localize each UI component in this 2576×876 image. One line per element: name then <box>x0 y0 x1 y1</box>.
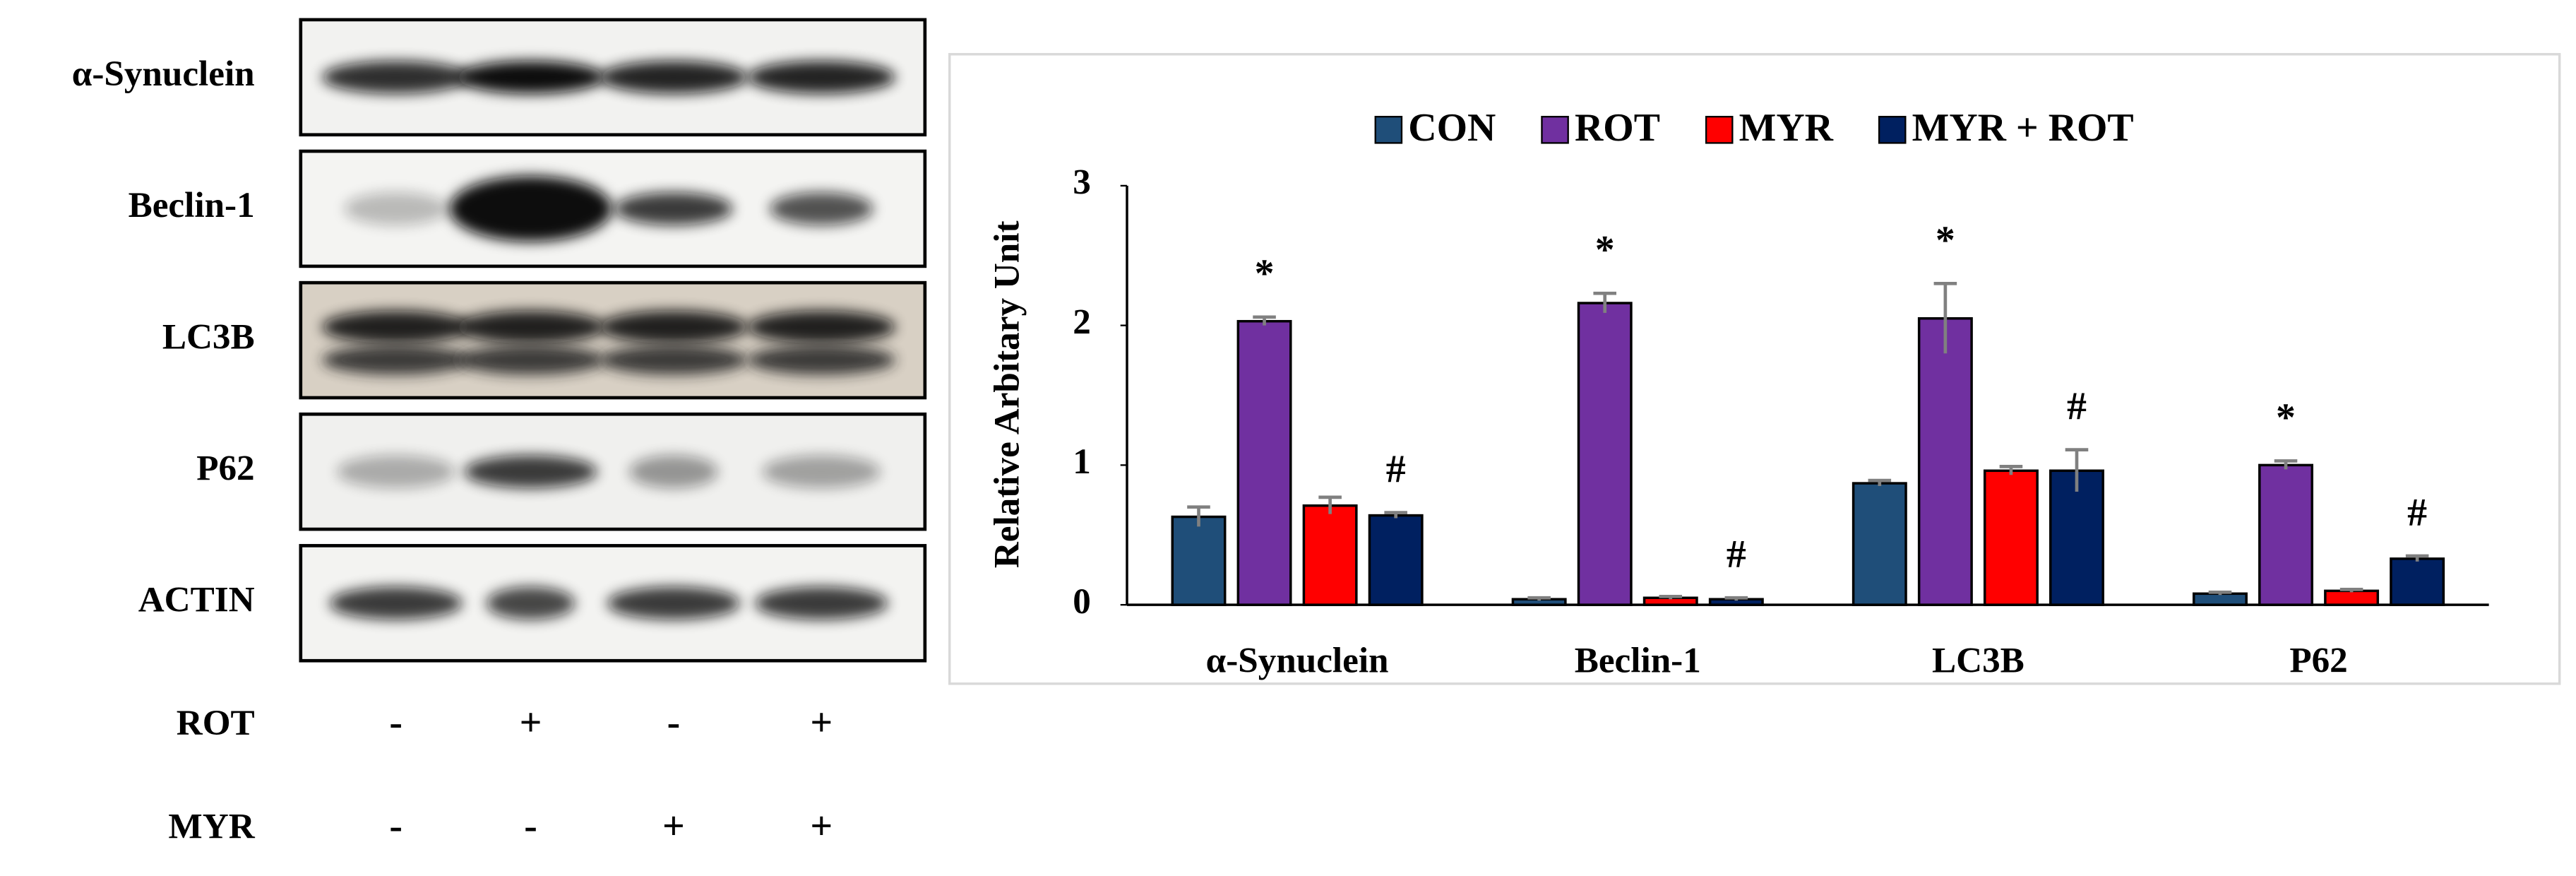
blot-band <box>600 61 748 94</box>
blot-band <box>322 345 470 375</box>
error-bar <box>1593 291 1616 313</box>
legend-label: MYR + ROT <box>1912 106 2134 150</box>
blot-band <box>456 345 605 375</box>
y-axis-label: Relative Arbitary Unit <box>987 220 1027 568</box>
error-bar <box>1868 478 1892 487</box>
blot-band <box>747 345 895 375</box>
treatment-label: MYR <box>168 807 255 847</box>
treatment-sign: + <box>662 805 685 848</box>
significance-mark: # <box>2407 491 2427 535</box>
treatment-sign: + <box>810 805 833 848</box>
blot-row-label: P62 <box>196 448 254 488</box>
western-blot: α-Synuclein Beclin-1 LC3B P62 ACTIN ROT - + - + MY… <box>72 18 927 848</box>
blot-band <box>607 586 741 620</box>
error-bar <box>1384 511 1407 519</box>
blot-band <box>322 310 470 344</box>
blot-band <box>344 192 448 225</box>
blot-row-label: α-Synuclein <box>72 54 255 94</box>
blot-band <box>456 61 605 94</box>
treatment-sign: - <box>389 701 402 745</box>
blot-band <box>486 586 576 620</box>
error-bar <box>1318 495 1342 514</box>
legend: CON ROT MYR MYR + ROT <box>1374 106 2134 150</box>
bar <box>2049 469 2104 606</box>
bar <box>1171 515 1227 606</box>
bar <box>1852 482 1907 606</box>
y-tick-label: 0 <box>1073 581 1091 622</box>
bar <box>1577 302 1633 606</box>
blot-band <box>747 310 895 344</box>
error-bar <box>1933 281 1957 354</box>
error-bar <box>1999 465 2023 475</box>
significance-mark: * <box>2276 396 2296 439</box>
error-bar <box>1659 594 1683 600</box>
error-bar <box>2339 588 2363 593</box>
significance-mark: * <box>1595 228 1615 272</box>
blot-band <box>755 586 888 620</box>
x-tick-label: P62 <box>2289 641 2347 681</box>
blot-band <box>600 310 748 344</box>
error-bar <box>1253 315 1276 326</box>
error-bar <box>2405 554 2429 562</box>
blot-row-label: LC3B <box>162 316 255 357</box>
y-tick-label: 1 <box>1073 442 1091 482</box>
error-bar <box>2065 448 2089 492</box>
error-bar <box>1527 596 1551 601</box>
blot-band <box>629 455 718 488</box>
legend-swatch <box>1541 116 1569 144</box>
legend-swatch <box>1705 116 1734 144</box>
x-tick-label: LC3B <box>1932 641 2025 681</box>
error-bar <box>1187 505 1210 527</box>
treatment-sign: - <box>667 701 681 745</box>
treatment-sign: - <box>389 805 402 848</box>
blot-row-label: ACTIN <box>138 580 255 620</box>
legend-label: ROT <box>1575 106 1660 150</box>
significance-mark: * <box>1255 252 1275 296</box>
bar-chart: 0 1 2 3 α-Synuclein * # Beclin-1 * # LC3B * # P62 * # CO… <box>1073 106 2489 681</box>
error-bar <box>2208 591 2232 596</box>
blot-band <box>449 175 612 242</box>
bar <box>1302 504 1358 606</box>
significance-mark: # <box>1727 533 1746 576</box>
treatment-sign: + <box>810 701 833 745</box>
treatment-sign: + <box>520 701 542 745</box>
blot-band <box>762 455 881 488</box>
significance-mark: * <box>1936 218 1955 262</box>
bar <box>1236 319 1292 606</box>
y-tick-label: 3 <box>1073 162 1091 203</box>
error-bar <box>2274 459 2298 470</box>
x-tick-label: Beclin-1 <box>1575 641 1701 681</box>
legend-label: CON <box>1408 106 1496 150</box>
bar <box>2390 557 2445 606</box>
significance-mark: # <box>1386 448 1406 492</box>
y-tick-label: 2 <box>1073 302 1091 342</box>
treatment-label: ROT <box>177 703 255 743</box>
blot-band <box>464 455 597 488</box>
bar <box>2258 463 2313 606</box>
blot-band <box>336 455 455 488</box>
treatment-sign: - <box>524 805 537 848</box>
error-bar <box>1724 596 1748 601</box>
blot-band <box>770 192 873 225</box>
blot-band <box>600 345 748 375</box>
blot-band <box>456 310 605 344</box>
blot-band <box>747 61 895 94</box>
bar <box>2324 589 2380 606</box>
bar <box>1917 317 1973 606</box>
bar <box>1368 514 1424 606</box>
legend-label: MYR <box>1739 106 1834 150</box>
blot-band <box>322 61 470 94</box>
bar <box>2193 592 2248 606</box>
legend-swatch <box>1374 116 1403 144</box>
x-tick-label: α-Synuclein <box>1206 641 1389 681</box>
blot-band <box>614 192 733 225</box>
bar <box>1983 469 2039 606</box>
significance-mark: # <box>2067 385 2087 429</box>
blot-band <box>329 586 463 620</box>
blot-row-label: Beclin-1 <box>129 185 255 225</box>
legend-swatch <box>1878 116 1907 144</box>
